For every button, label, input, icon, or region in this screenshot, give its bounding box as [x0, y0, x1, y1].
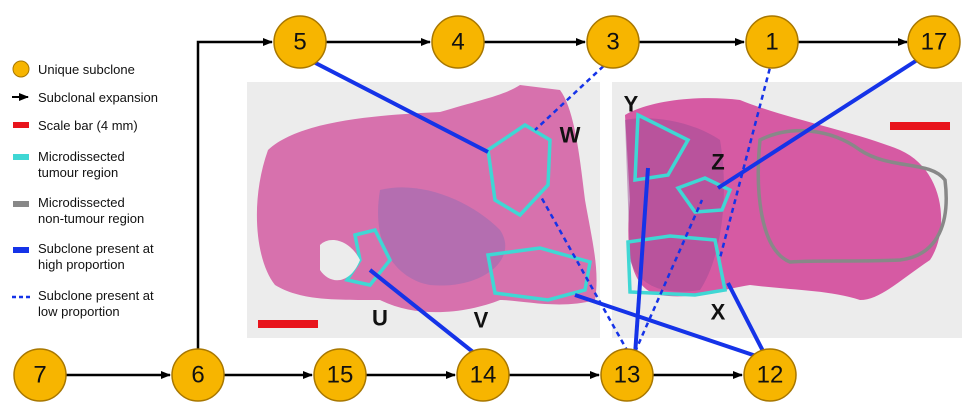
node-label: 3 [606, 29, 619, 56]
legend-swatch [13, 247, 29, 253]
legend: Unique subclone Subclonal expansion Scal… [12, 60, 158, 319]
legend-swatch [13, 122, 29, 128]
subclone-node: 13 [600, 348, 654, 402]
legend-label: Unique subclone [38, 62, 135, 77]
subclone-node: 7 [13, 348, 67, 402]
subclone-node: 5 [273, 15, 327, 69]
node-label: 7 [33, 362, 46, 389]
subclone-node: 4 [431, 15, 485, 69]
node-label: 4 [451, 29, 464, 56]
region-label: W [560, 123, 581, 148]
node-label: 6 [191, 362, 204, 389]
node-label: 13 [614, 362, 641, 389]
region-labels: W Y Z U V X [372, 92, 726, 333]
region-label: Z [711, 150, 724, 175]
region-label: X [711, 300, 726, 325]
subclone-node: 3 [586, 15, 640, 69]
node-label: 12 [757, 362, 784, 389]
tissue-right [612, 82, 962, 338]
legend-label: tumour region [38, 165, 118, 180]
legend-swatch [12, 60, 30, 78]
region-label: U [372, 306, 388, 331]
legend-label: Subclonal expansion [38, 90, 158, 105]
legend-swatch [13, 154, 29, 160]
legend-label: Subclone present at [38, 241, 154, 256]
region-label: Y [624, 92, 639, 117]
node-label: 5 [293, 29, 306, 56]
legend-label: Scale bar (4 mm) [38, 118, 138, 133]
subclone-node: 14 [456, 348, 510, 402]
legend-swatch [13, 201, 29, 207]
subclone-node: 1 [745, 15, 799, 69]
subclone-node: 12 [743, 348, 797, 402]
node-label: 15 [327, 362, 354, 389]
legend-label: Microdissected [38, 195, 125, 210]
node-label: 14 [470, 362, 497, 389]
subclone-node: 17 [907, 15, 961, 69]
subclone-node: 6 [171, 348, 225, 402]
legend-label: high proportion [38, 257, 125, 272]
region-label: V [474, 308, 489, 333]
links [299, 53, 927, 362]
legend-label: Microdissected [38, 149, 125, 164]
legend-label: Subclone present at [38, 288, 154, 303]
legend-label: non-tumour region [38, 211, 144, 226]
node-label: 17 [921, 29, 948, 56]
node-label: 1 [765, 29, 778, 56]
legend-label: low proportion [38, 304, 120, 319]
expansion-arrows [66, 38, 908, 379]
subclone-node: 15 [313, 348, 367, 402]
